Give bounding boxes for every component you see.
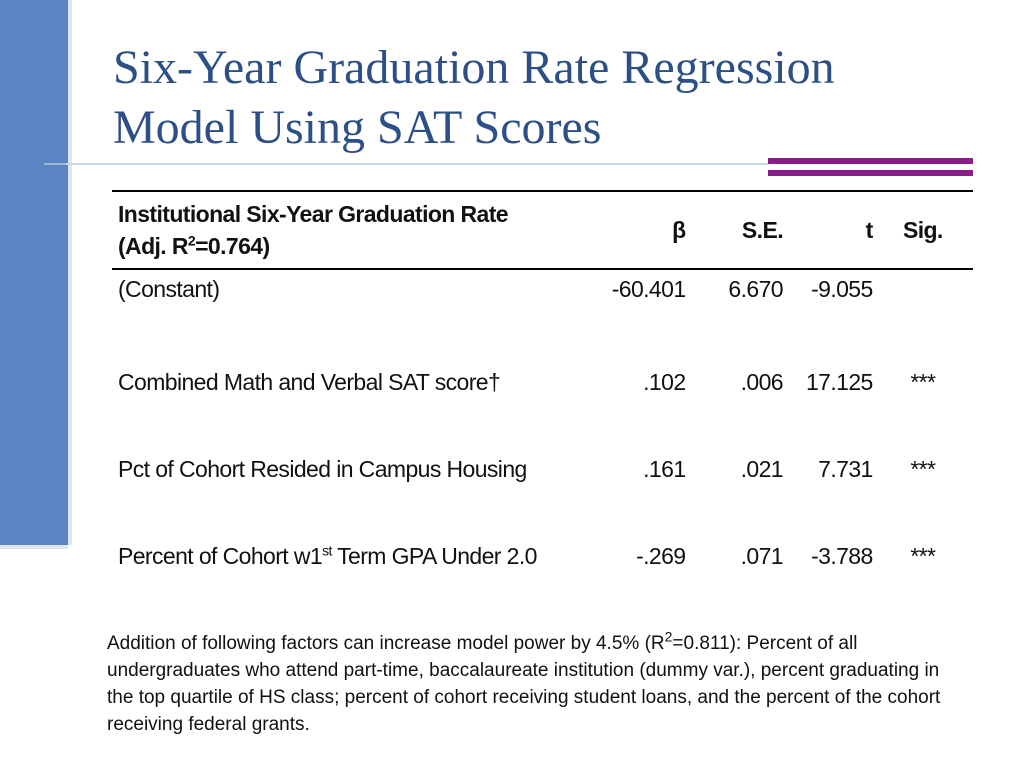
- header-label-superscript: 2: [187, 232, 196, 249]
- row-sig: [873, 269, 973, 314]
- row-sig: ***: [910, 368, 936, 395]
- row-label: Percent of Cohort w1st Term GPA Under 2.…: [112, 537, 584, 575]
- left-bar-bottom-shadow: [0, 545, 68, 549]
- table-row: (Constant) -60.401 6.670 -9.055: [112, 269, 973, 314]
- row-label-prefix: Percent of Cohort w1: [118, 542, 323, 569]
- table-row: Percent of Cohort w1st Term GPA Under 2.…: [112, 537, 973, 575]
- header-se: S.E.: [741, 216, 784, 243]
- row-label: Combined Math and Verbal SAT score†: [118, 368, 501, 395]
- row-beta: -60.401: [611, 276, 686, 302]
- row-t: -3.788: [811, 542, 873, 569]
- row-beta: -.269: [636, 542, 686, 569]
- accent-bar-bottom: [768, 170, 973, 176]
- row-spacer: [112, 401, 973, 450]
- header-beta: β: [672, 216, 686, 243]
- header-dependent-variable: Institutional Six-Year Graduation Rate (…: [112, 191, 584, 269]
- row-sig: ***: [910, 455, 936, 482]
- header-label-line-1: Institutional Six-Year Graduation Rate: [118, 201, 509, 227]
- row-label: (Constant): [118, 276, 220, 302]
- table-header-row: Institutional Six-Year Graduation Rate (…: [112, 191, 973, 269]
- title-divider: [44, 163, 769, 165]
- slide-title-line-1: Six-Year Graduation Rate Regression: [113, 41, 835, 94]
- row-se: 6.670: [728, 276, 783, 302]
- row-spacer: [112, 488, 973, 537]
- header-label-line-2: (Adj. R2=0.764): [118, 233, 270, 259]
- row-sig: ***: [910, 542, 936, 569]
- regression-table: Institutional Six-Year Graduation Rate (…: [112, 190, 973, 575]
- header-label-suffix: =0.764): [195, 233, 270, 259]
- footnote-superscript: 2: [664, 628, 673, 645]
- footnote-suffix: =0.811): Percent of all undergraduates w…: [107, 633, 941, 735]
- row-label-superscript: st: [322, 541, 332, 558]
- row-se: .021: [740, 455, 784, 482]
- row-beta: .102: [643, 368, 686, 395]
- slide-title: Six-Year Graduation Rate Regression Mode…: [113, 38, 993, 158]
- row-beta: .161: [643, 455, 686, 482]
- row-t: 17.125: [805, 368, 873, 395]
- table-row: Combined Math and Verbal SAT score† .102…: [112, 363, 973, 401]
- header-t: t: [865, 216, 874, 243]
- header-sig: Sig.: [902, 216, 943, 243]
- slide-title-line-2: Model Using SAT Scores: [113, 101, 602, 154]
- row-label: Pct of Cohort Resided in Campus Housing: [118, 455, 527, 482]
- table-row: Pct of Cohort Resided in Campus Housing …: [112, 450, 973, 488]
- title-divider-accent: [44, 163, 66, 165]
- row-t: -9.055: [811, 276, 873, 302]
- row-spacer: [112, 314, 973, 363]
- header-label-prefix: (Adj. R: [118, 233, 189, 259]
- accent-bar-top: [768, 158, 973, 164]
- footnote-prefix: Addition of following factors can increa…: [107, 633, 665, 654]
- row-se: .071: [740, 542, 784, 569]
- footnote: Addition of following factors can increa…: [107, 630, 967, 738]
- row-se: .006: [740, 368, 784, 395]
- left-decorative-bar: [0, 0, 68, 545]
- left-bar-shadow: [68, 0, 72, 545]
- row-label-suffix: Term GPA Under 2.0: [331, 542, 537, 569]
- row-t: 7.731: [818, 455, 873, 482]
